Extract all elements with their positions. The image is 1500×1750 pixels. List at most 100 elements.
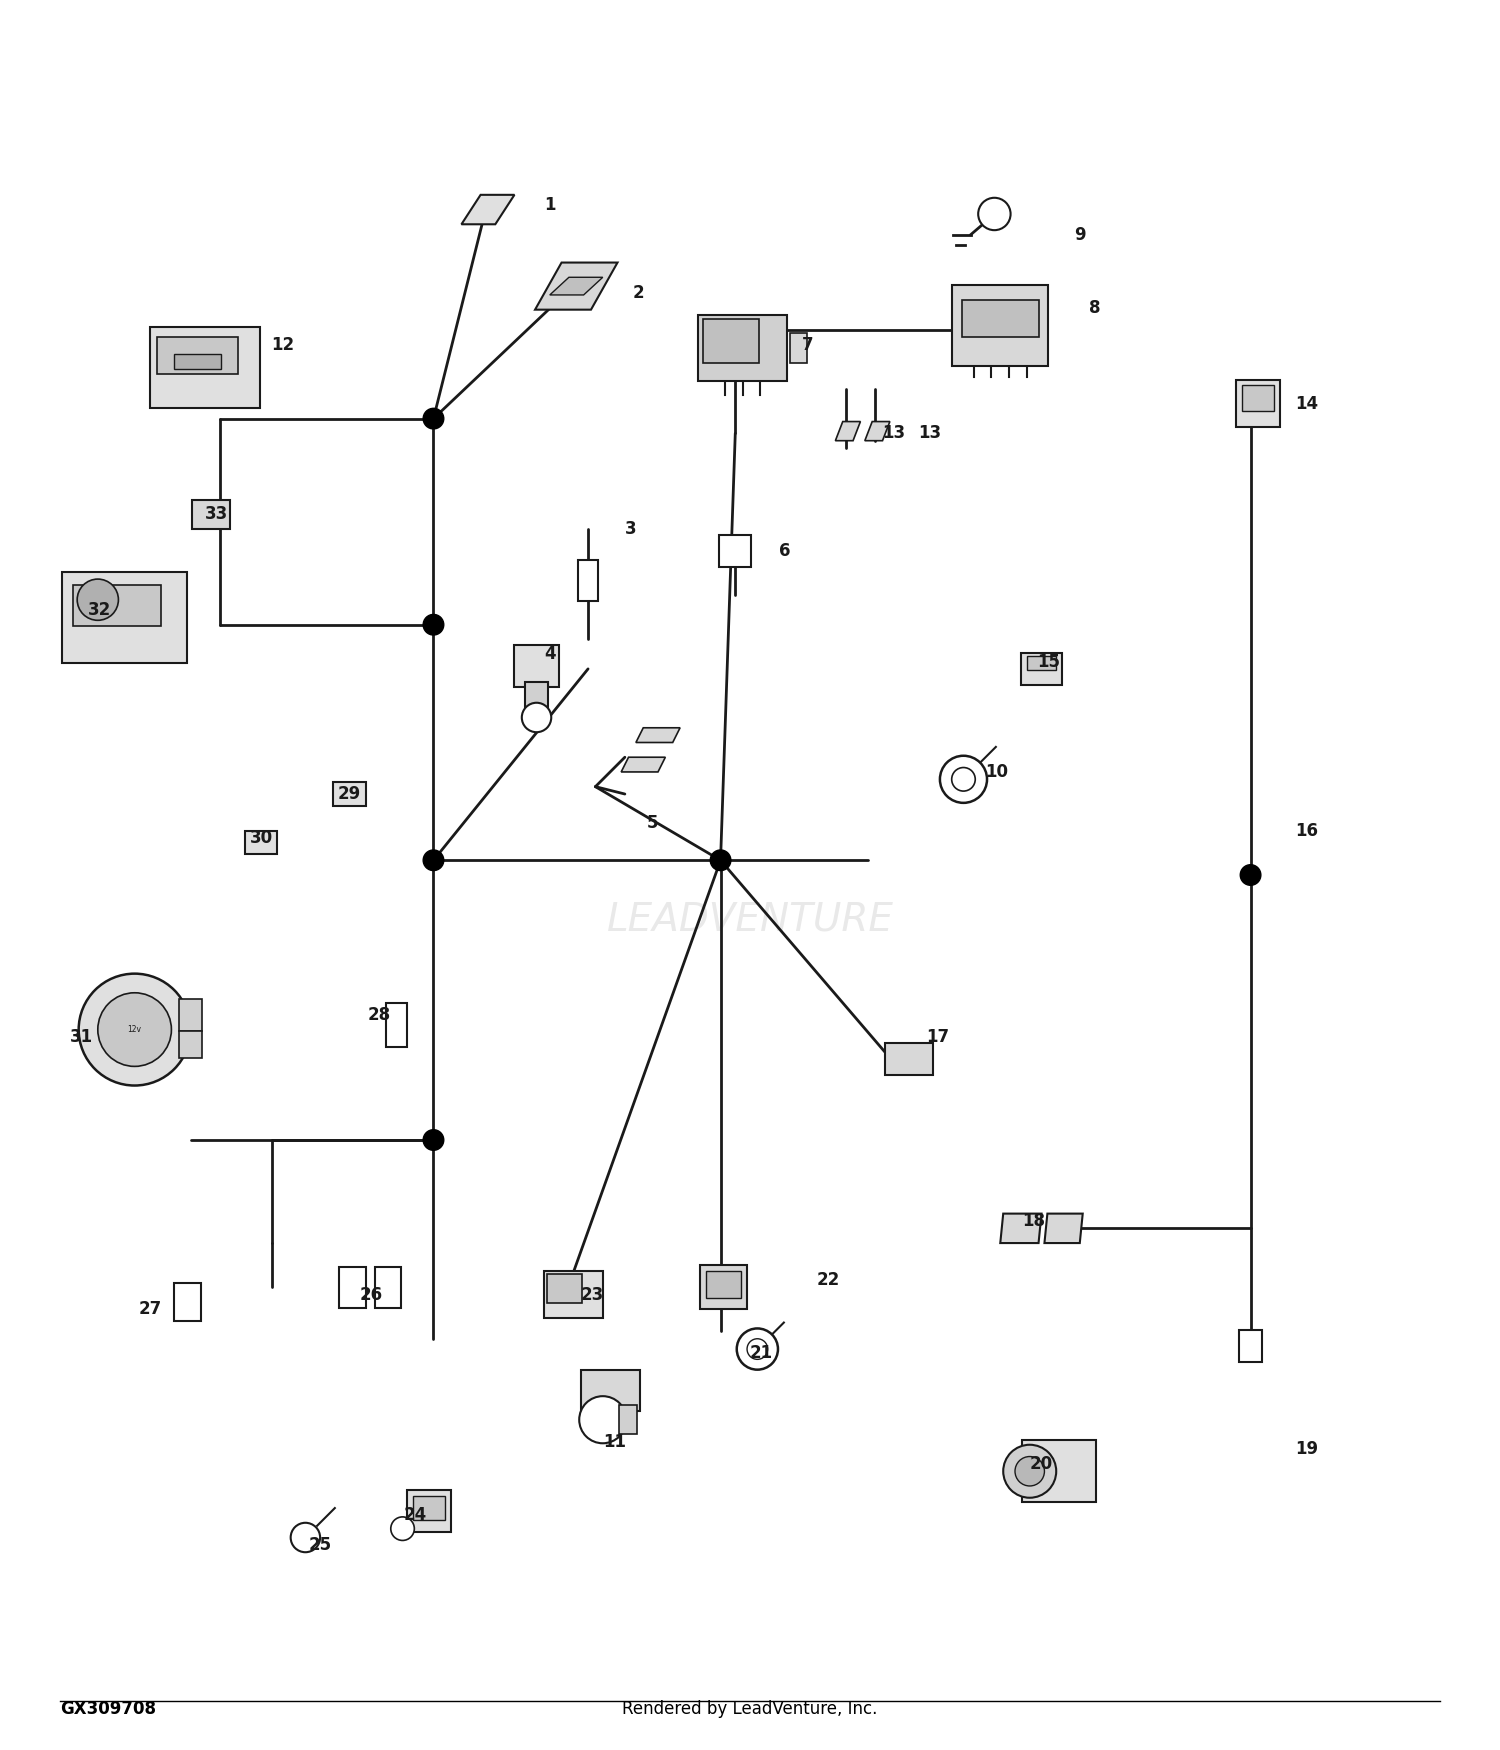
Polygon shape bbox=[1044, 1213, 1083, 1242]
Circle shape bbox=[951, 768, 975, 791]
Circle shape bbox=[392, 1517, 414, 1540]
Bar bbox=[578, 560, 598, 602]
Circle shape bbox=[423, 1130, 444, 1150]
Bar bbox=[406, 1491, 451, 1531]
Bar bbox=[174, 1283, 201, 1321]
Bar bbox=[1239, 1330, 1263, 1362]
Polygon shape bbox=[1000, 1213, 1041, 1242]
Circle shape bbox=[711, 850, 730, 870]
Bar bbox=[580, 1370, 639, 1410]
Circle shape bbox=[1016, 1456, 1044, 1486]
Bar bbox=[706, 1270, 741, 1297]
Circle shape bbox=[423, 408, 444, 429]
Circle shape bbox=[98, 992, 171, 1066]
Text: 25: 25 bbox=[309, 1536, 332, 1554]
Bar bbox=[1023, 1440, 1096, 1502]
Text: 26: 26 bbox=[360, 1286, 382, 1304]
Bar bbox=[1236, 380, 1280, 427]
Circle shape bbox=[736, 1328, 778, 1370]
Bar bbox=[885, 1043, 933, 1074]
Circle shape bbox=[1004, 1446, 1056, 1498]
Text: 24: 24 bbox=[404, 1507, 427, 1524]
Text: 1: 1 bbox=[544, 196, 555, 214]
Text: 13: 13 bbox=[882, 424, 906, 443]
Text: 13: 13 bbox=[918, 424, 940, 443]
Bar bbox=[1022, 653, 1062, 684]
Bar bbox=[514, 646, 558, 686]
Bar bbox=[244, 831, 278, 854]
Bar bbox=[387, 1003, 406, 1046]
Bar bbox=[74, 584, 160, 626]
Bar bbox=[178, 1031, 203, 1057]
Text: 12v: 12v bbox=[128, 1026, 141, 1034]
Bar bbox=[192, 499, 231, 528]
Text: 7: 7 bbox=[801, 336, 813, 354]
Text: 6: 6 bbox=[780, 542, 790, 560]
Text: 5: 5 bbox=[646, 814, 658, 833]
Bar bbox=[548, 1274, 582, 1304]
Text: 9: 9 bbox=[1074, 226, 1086, 243]
Text: 2: 2 bbox=[632, 285, 644, 303]
Bar bbox=[620, 1405, 636, 1435]
Text: 10: 10 bbox=[986, 763, 1008, 780]
Text: Rendered by LeadVenture, Inc.: Rendered by LeadVenture, Inc. bbox=[622, 1701, 878, 1718]
Bar bbox=[413, 1496, 446, 1519]
Text: 3: 3 bbox=[626, 520, 636, 537]
Bar bbox=[174, 354, 222, 369]
Bar bbox=[952, 285, 1048, 366]
Text: 27: 27 bbox=[140, 1300, 162, 1318]
Bar bbox=[375, 1267, 400, 1307]
Text: 23: 23 bbox=[580, 1286, 604, 1304]
Circle shape bbox=[747, 1339, 768, 1360]
Text: 21: 21 bbox=[750, 1344, 772, 1363]
Bar bbox=[699, 315, 788, 382]
Text: 29: 29 bbox=[338, 786, 362, 803]
Text: LEADVENTURE: LEADVENTURE bbox=[606, 900, 894, 938]
Bar bbox=[339, 1267, 366, 1307]
Bar bbox=[333, 782, 366, 805]
Circle shape bbox=[76, 579, 118, 619]
Polygon shape bbox=[621, 758, 666, 772]
Bar bbox=[1028, 656, 1056, 670]
Bar bbox=[178, 999, 203, 1031]
Circle shape bbox=[1240, 864, 1262, 886]
Polygon shape bbox=[836, 422, 861, 441]
Text: 33: 33 bbox=[206, 506, 228, 523]
Bar bbox=[718, 536, 752, 567]
Circle shape bbox=[579, 1396, 627, 1444]
Circle shape bbox=[522, 704, 550, 731]
Text: 11: 11 bbox=[603, 1433, 625, 1451]
Polygon shape bbox=[462, 194, 514, 224]
Text: 32: 32 bbox=[87, 600, 111, 619]
Bar bbox=[700, 1265, 747, 1309]
Circle shape bbox=[978, 198, 1011, 231]
Text: 31: 31 bbox=[70, 1027, 93, 1046]
Text: 30: 30 bbox=[249, 830, 273, 847]
Text: 4: 4 bbox=[544, 646, 555, 663]
Text: 20: 20 bbox=[1029, 1454, 1053, 1474]
Bar bbox=[789, 332, 807, 362]
Text: 8: 8 bbox=[1089, 299, 1100, 317]
Text: 15: 15 bbox=[1036, 653, 1060, 670]
Polygon shape bbox=[636, 728, 680, 742]
Text: 18: 18 bbox=[1023, 1213, 1046, 1230]
Polygon shape bbox=[550, 276, 603, 296]
Polygon shape bbox=[865, 422, 889, 441]
Circle shape bbox=[940, 756, 987, 803]
Bar bbox=[704, 318, 759, 362]
Polygon shape bbox=[536, 262, 618, 310]
Circle shape bbox=[423, 614, 444, 635]
Bar bbox=[544, 1270, 603, 1318]
Bar bbox=[525, 682, 549, 714]
Bar bbox=[1242, 385, 1274, 411]
Circle shape bbox=[291, 1522, 320, 1552]
Text: 28: 28 bbox=[368, 1006, 390, 1024]
Text: 14: 14 bbox=[1294, 396, 1318, 413]
Bar bbox=[62, 572, 188, 663]
Text: 17: 17 bbox=[927, 1027, 950, 1046]
Bar bbox=[150, 327, 261, 408]
Circle shape bbox=[423, 850, 444, 870]
Bar bbox=[962, 299, 1038, 338]
Bar bbox=[158, 338, 238, 374]
Text: 22: 22 bbox=[816, 1270, 840, 1288]
